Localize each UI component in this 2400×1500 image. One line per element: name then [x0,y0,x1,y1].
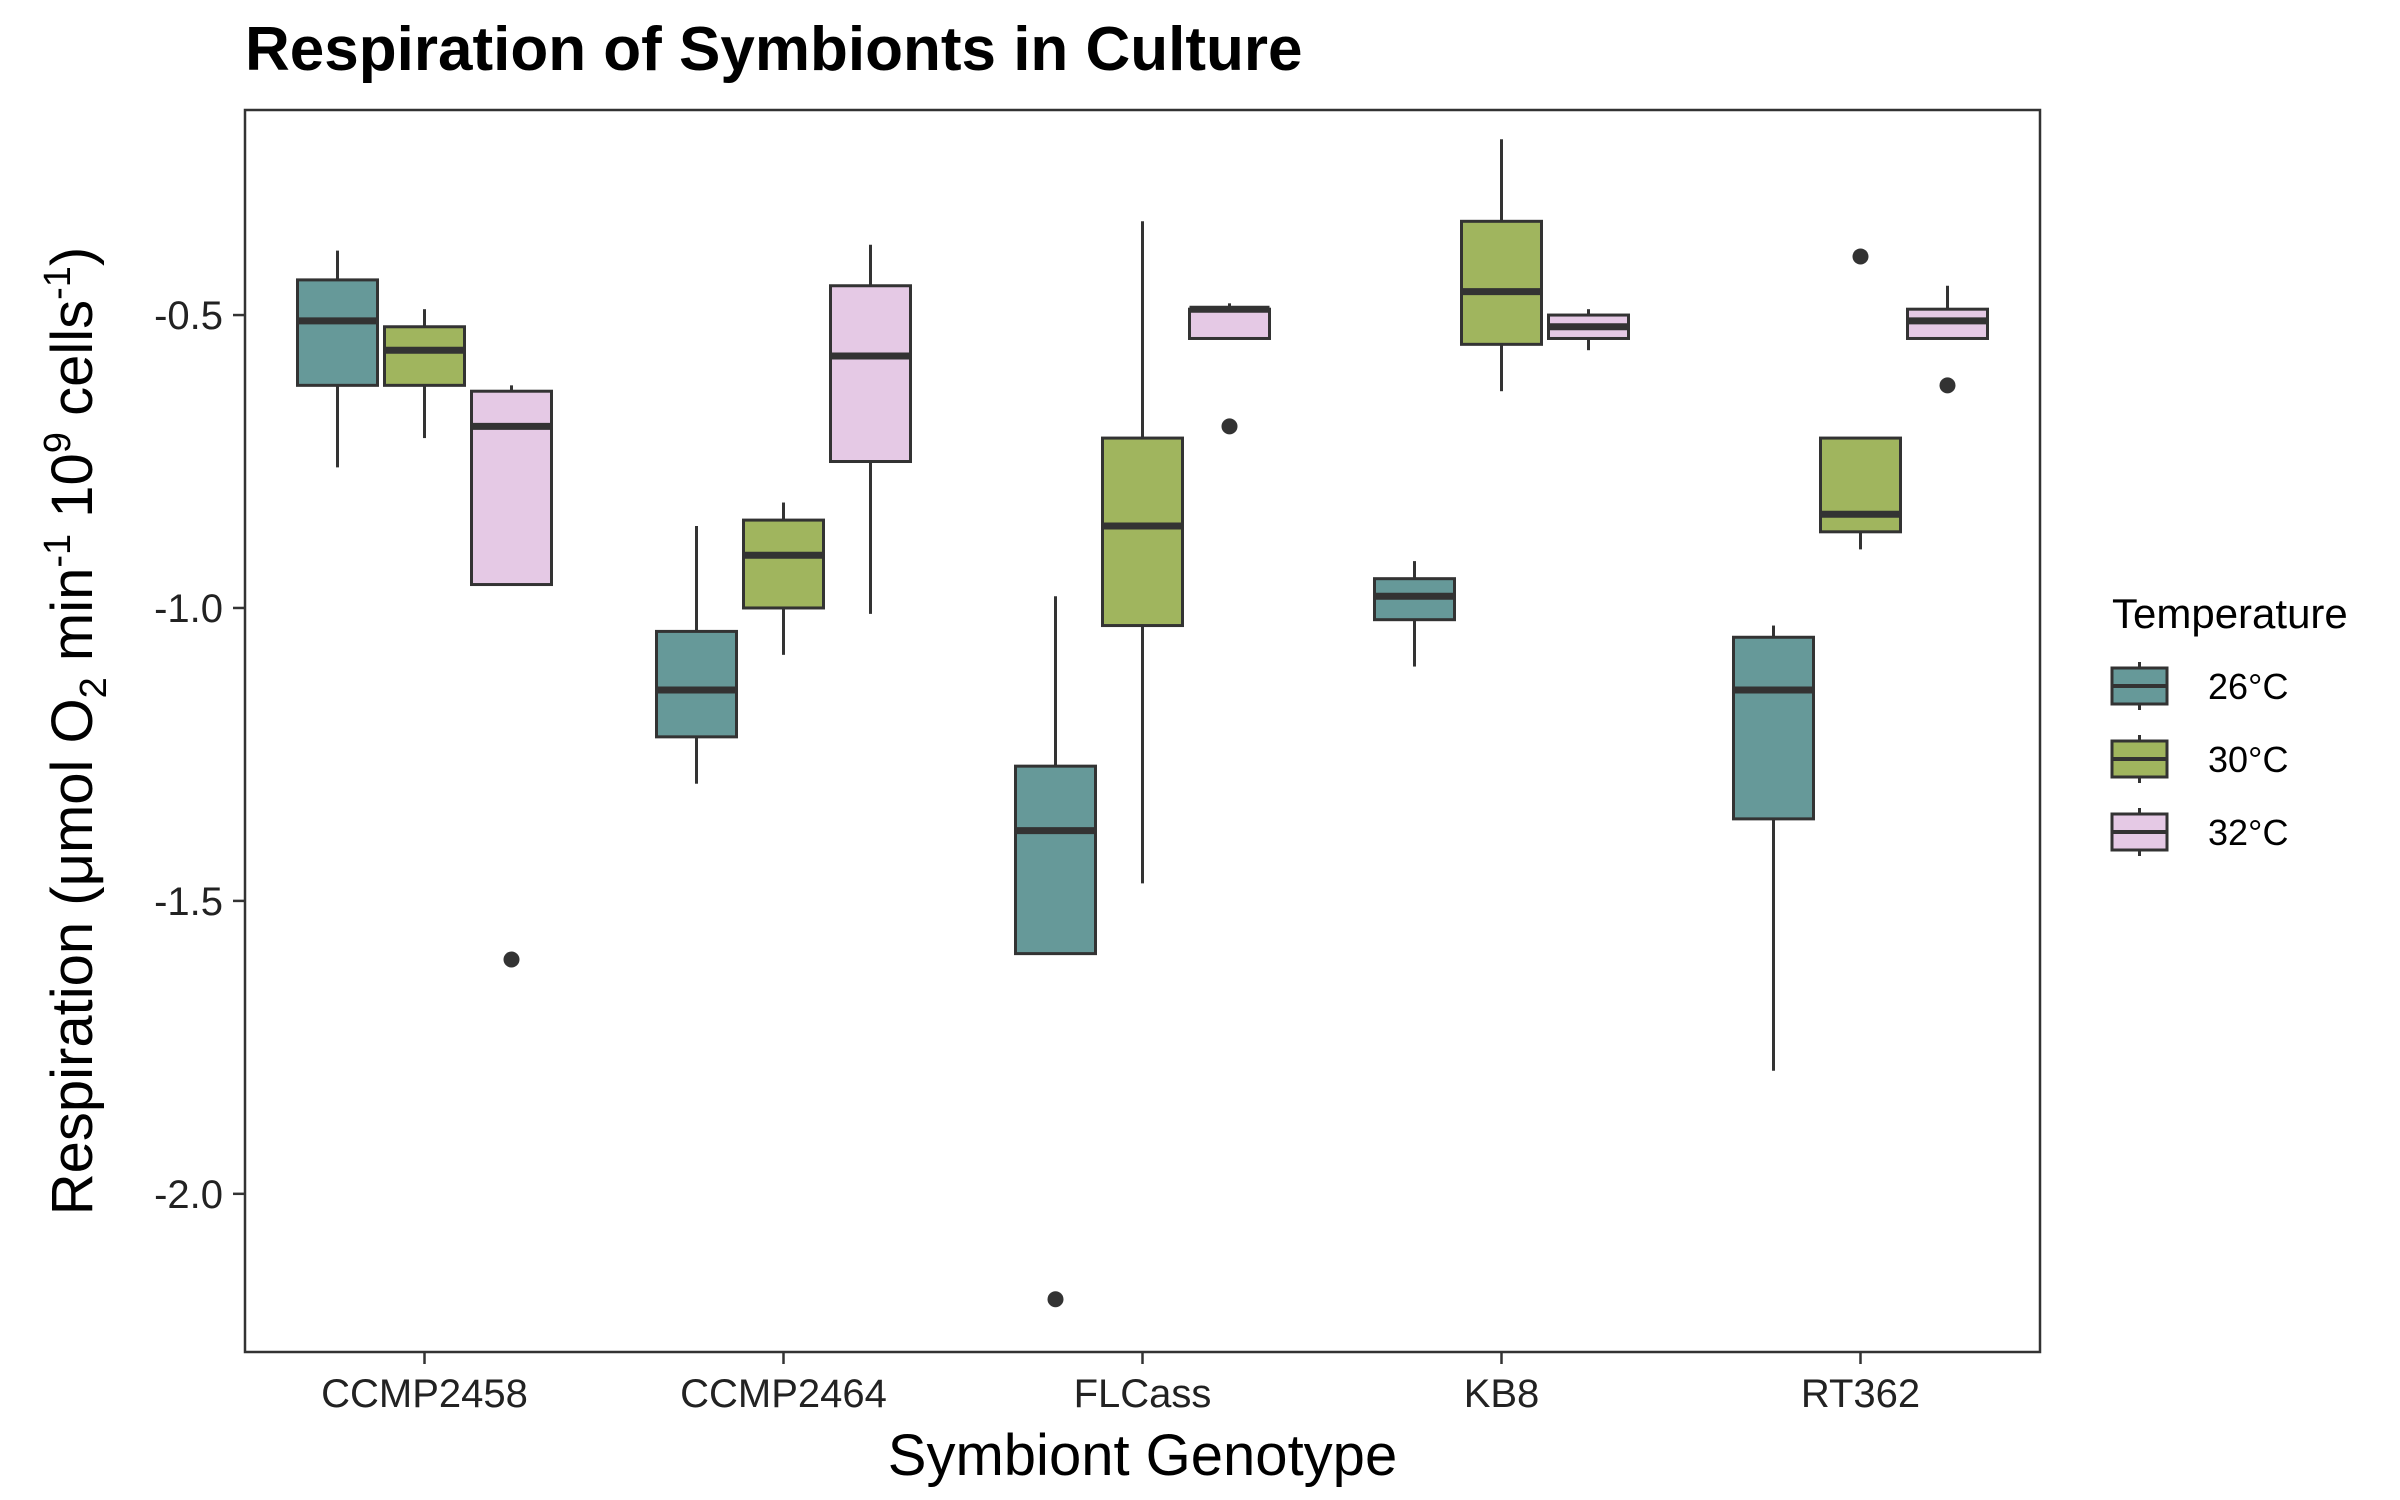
box-CCMP2464-32C [829,244,912,614]
outlier-point [1221,418,1238,435]
legend-entry: 30°C [2110,735,2288,783]
x-tick-label: RT362 [1801,1372,1920,1416]
y-tick-label: -1.5 [154,880,223,924]
y-axis-title-part: cells [40,300,105,432]
outlier-point [1047,1291,1064,1308]
box-RT362-32C [1906,285,1989,394]
box-KB8-32C [1547,309,1630,351]
x-tick-label: FLCass [1074,1372,1212,1416]
box-iqr [383,325,466,387]
y-axis-title: Respiration (μmol O2 min-1 109 cells-1) [37,247,115,1215]
outlier-point [503,951,520,968]
box-iqr [1819,436,1902,534]
legend-label: 30°C [2208,739,2288,780]
y-axis-title-part: Respiration (μmol O [40,698,105,1215]
box-iqr [470,389,553,587]
box-CCMP2464-26C [655,525,738,784]
box-iqr [829,284,912,464]
y-axis: -0.5 -1.0 -1.5 -2.0 [154,294,245,1217]
box-KB8-30C [1460,139,1543,392]
y-axis-title-part: -1 [37,534,79,568]
box-FLCass-30C [1101,221,1184,884]
box-iqr [1732,635,1815,821]
x-tick-label: CCMP2458 [321,1372,528,1416]
box-iqr [742,518,825,610]
y-axis-title-part: 2 [73,677,115,698]
x-tick-label: KB8 [1464,1372,1540,1416]
x-tick-label: CCMP2464 [680,1372,887,1416]
box-KB8-26C [1373,561,1456,667]
y-axis-title-part: 9 [37,432,79,453]
y-axis-title-part: -1 [37,266,79,300]
x-axis-title: Symbiont Genotype [888,1423,1397,1488]
legend-entry: 26°C [2110,662,2288,710]
box-iqr [1101,436,1184,628]
outlier-point [1939,377,1956,394]
y-tick-label: -1.0 [154,587,223,631]
legend-entry: 32°C [2110,808,2288,856]
y-tick-label: -0.5 [154,294,223,338]
chart-title: Respiration of Symbionts in Culture [245,15,1303,84]
box-FLCass-32C [1188,303,1271,435]
legend: Temperature 26°C 30°C 32°C [2110,590,2348,856]
outlier-point [1852,248,1869,265]
legend-label: 26°C [2208,666,2288,707]
plot-area [296,139,1989,1308]
y-axis-title-part: 10 [40,453,105,534]
box-CCMP2458-32C [470,385,553,968]
box-CCMP2458-26C [296,250,379,468]
box-CCMP2458-30C [383,309,466,439]
y-axis-title-part: ) [40,247,105,266]
box-iqr [1188,307,1271,340]
box-iqr [1460,219,1543,346]
legend-title: Temperature [2112,590,2348,637]
y-tick-label: -2.0 [154,1173,223,1217]
box-iqr [296,278,379,387]
box-CCMP2464-30C [742,502,825,655]
box-iqr [1014,764,1097,956]
x-axis: CCMP2458 CCMP2464 FLCass KB8 RT362 [321,1352,1920,1416]
legend-label: 32°C [2208,812,2288,853]
box-iqr [655,629,738,739]
y-axis-title-part: min [40,568,105,678]
box-RT362-26C [1732,625,1815,1071]
box-RT362-30C [1819,248,1902,550]
box-FLCass-26C [1014,596,1097,1308]
